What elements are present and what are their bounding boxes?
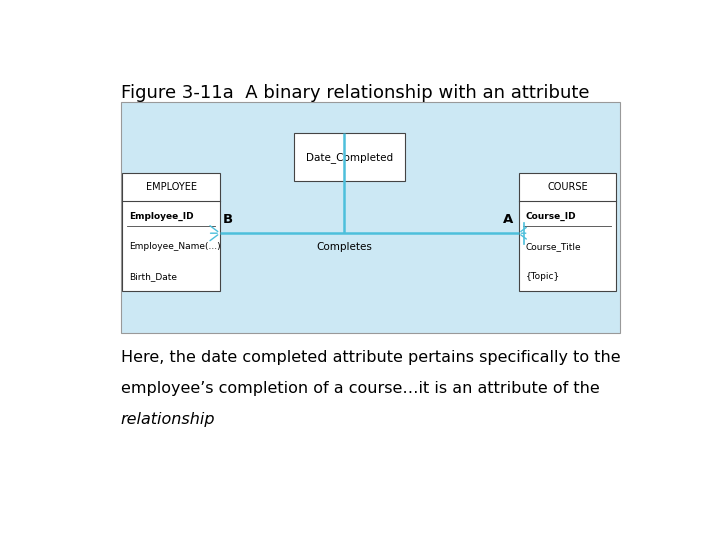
Bar	[518, 173, 616, 292]
Bar	[122, 173, 220, 292]
Bar	[121, 102, 620, 333]
Text: Employee_Name(...): Employee_Name(...)	[129, 242, 221, 251]
Text: COURSE: COURSE	[547, 182, 588, 192]
Text: Here, the date completed attribute pertains specifically to the: Here, the date completed attribute perta…	[121, 349, 621, 364]
Text: relationship: relationship	[121, 412, 215, 427]
Text: Completes: Completes	[316, 241, 372, 252]
Text: A: A	[503, 213, 513, 226]
Text: EMPLOYEE: EMPLOYEE	[145, 182, 197, 192]
Text: Employee_ID: Employee_ID	[129, 212, 194, 221]
Bar	[294, 133, 405, 181]
Text: Course_Title: Course_Title	[526, 242, 581, 251]
Text: Birth_Date: Birth_Date	[129, 272, 177, 281]
Text: {Topic}: {Topic}	[526, 272, 559, 281]
Text: employee’s completion of a course…it is an attribute of the: employee’s completion of a course…it is …	[121, 381, 600, 396]
Text: Date_Completed: Date_Completed	[306, 152, 393, 163]
Text: B: B	[222, 213, 233, 226]
Text: Course_ID: Course_ID	[526, 212, 576, 221]
Text: Figure 3-11a  A binary relationship with an attribute: Figure 3-11a A binary relationship with …	[121, 84, 589, 102]
